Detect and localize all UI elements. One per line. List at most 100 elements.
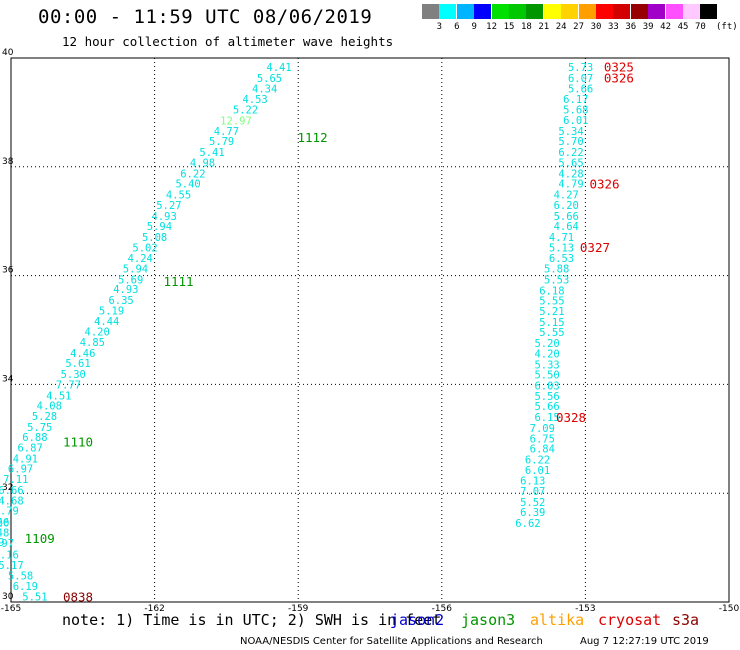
swh-value: 4.51 [46,390,71,402]
swh-value: 6.19 [13,581,38,593]
legend-label: 21 [538,22,550,32]
swh-value: 4.98 [190,157,215,169]
legend-swatch [509,4,526,19]
swh-value: 4.34 [252,83,277,95]
mission-label: cryosat [598,611,662,629]
swh-value: 6.88 [22,432,47,444]
swh-value: 4.20 [534,348,559,360]
swh-value: 5.53 [544,274,569,286]
swh-value: 5.66 [0,517,9,529]
swh-value: 12.97 [220,116,252,128]
swh-value: 7.11 [3,474,28,486]
swh-value: 5.08 [142,232,167,244]
legend-swatch [491,4,509,19]
swh-value: 4.27 [554,190,579,202]
swh-value: 5.41 [199,147,224,159]
pass-time-label: 0838 [63,590,93,605]
swh-value: 5.88 [544,264,569,276]
swh-value: 5.73 [568,62,593,74]
swh-value: 5.56 [534,391,559,403]
swh-value: 5.22 [233,105,258,117]
mission-label: s3a [672,611,700,629]
swh-value: 4.79 [558,179,583,191]
swh-value: 4.77 [214,126,239,138]
swh-value: 6.01 [525,465,550,477]
swh-value: 5.65 [257,73,282,85]
pass-time-label: 0327 [580,240,610,255]
swh-value: 4.08 [37,401,62,413]
plot-frame [10,57,730,603]
swh-value: 6.75 [530,433,555,445]
legend-label: 45 [677,22,689,32]
pass-time-label: 1109 [25,531,55,546]
swh-value: 4.93 [152,211,177,223]
swh-value: 6.62 [515,518,540,530]
pass-time-label: 1112 [298,130,328,145]
swh-value: 5.28 [32,411,57,423]
swh-value: 5.66 [534,401,559,413]
swh-value: 5.20 [534,338,559,350]
swh-value: 5.20 [0,518,9,530]
pass-time-label: 0328 [556,410,586,425]
swh-value: 5.51 [22,592,47,604]
swh-value: 4.41 [266,62,291,74]
swh-value: 5.65 [558,157,583,169]
chart-subtitle: 12 hour collection of altimeter wave hei… [62,34,394,49]
swh-value: 7.77 [56,379,81,391]
swh-value: 6.87 [17,443,42,455]
mission-label: altika [530,611,585,629]
swh-value: 5.19 [99,305,124,317]
swh-value: 5.79 [0,506,19,518]
credit-line: NOAA/NESDIS Center for Satellite Applica… [240,636,543,647]
legend-label: 33 [607,22,619,32]
pass-time-label: 0326 [604,71,634,86]
legend-label: 36 [625,22,637,32]
legend-label: 15 [503,22,515,32]
x-tick-label: -150 [719,604,740,614]
chart-title: 00:00 - 11:59 UTC 08/06/2019 [38,6,373,28]
y-tick-label: 36 [2,266,14,276]
swh-value: 4.53 [242,94,267,106]
legend-swatch [561,4,579,19]
swh-value: 6.01 [563,115,588,127]
swh-value: 4.55 [166,190,191,202]
swh-value: 6.07 [568,73,593,85]
swh-value: 5.58 [8,570,33,582]
legend-label: 70 [694,22,706,32]
legend-unit: (ft) [716,22,738,32]
mission-label: jason3 [461,611,516,629]
swh-value: 5.48 [0,527,9,539]
swh-value: 6.39 [520,507,545,519]
legend-swatch [439,4,457,19]
swh-value: 4.93 [113,284,138,296]
swh-value: 4.44 [94,316,119,328]
swh-value: 5.70 [558,136,583,148]
swh-value: 6.22 [525,454,550,466]
legend-label: 9 [471,22,477,32]
swh-value: 4.69 [0,537,5,549]
legend-swatch [596,4,613,19]
legend-swatch [683,4,700,19]
swh-value: 5.94 [123,264,148,276]
swh-value: 5.52 [520,497,545,509]
pass-time-label: 1110 [63,435,93,450]
legend-swatch [422,4,439,19]
swh-value: 5.61 [65,358,90,370]
swh-value: 6.84 [530,444,555,456]
footnote: note: 1) Time is in UTC; 2) SWH is in fe… [62,611,442,629]
y-tick-label: 30 [2,592,14,602]
swh-value: 4.64 [554,221,579,233]
swh-value: 4.71 [549,232,574,244]
legend-label: 39 [642,22,654,32]
swh-value: 7.09 [530,423,555,435]
swh-value: 5.33 [534,359,559,371]
y-tick-label: 40 [2,48,14,58]
swh-value: 6.22 [180,168,205,180]
swh-value: 5.21 [539,306,564,318]
legend-label: 6 [454,22,460,32]
x-tick-label: -165 [1,604,21,614]
legend-swatch [648,4,666,19]
swh-value: 5.15 [539,317,564,329]
swh-value: 5.40 [175,179,200,191]
swh-value: 4.24 [128,253,153,265]
